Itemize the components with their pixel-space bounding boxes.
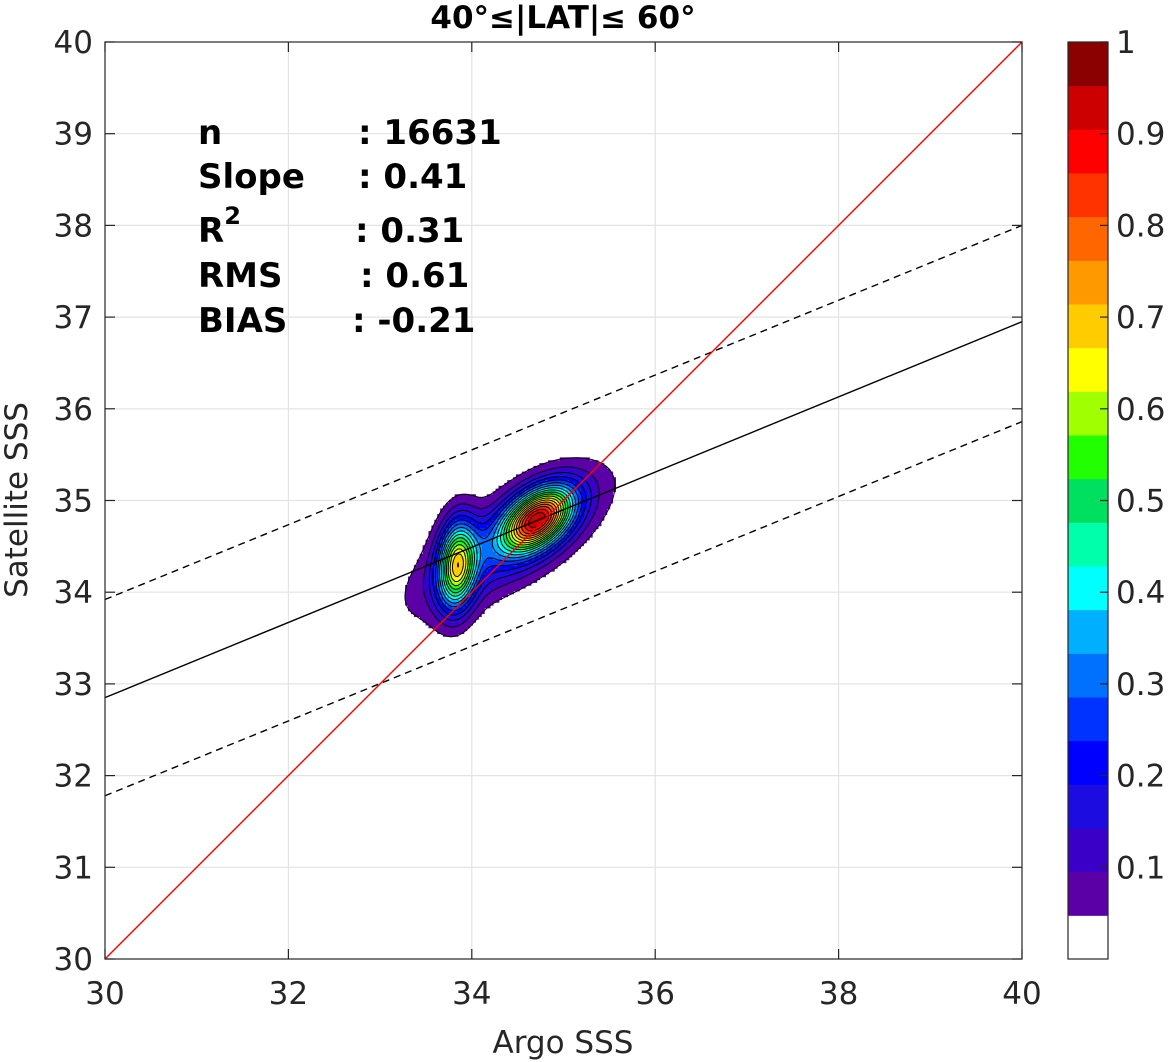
- stat-value: : -0.21: [352, 301, 475, 341]
- y-tick-label: 30: [54, 942, 93, 978]
- contour-line: [445, 493, 567, 590]
- colorbar-tick-label: 0.1: [1116, 850, 1165, 886]
- stat-value: : 0.41: [358, 157, 467, 197]
- y-tick-label: 35: [54, 484, 93, 520]
- colorbar-segment: [1068, 566, 1108, 611]
- chart-title: 40°≤|LAT|≤ 60°: [430, 0, 695, 36]
- colorbar-segment: [1068, 653, 1108, 698]
- colorbar-segment: [1068, 85, 1108, 130]
- upper-bound-line: [105, 224, 1022, 601]
- colorbar-segment: [1068, 129, 1108, 174]
- stat-name: RMS: [198, 256, 283, 296]
- y-axis-label: Satellite SSS: [0, 402, 35, 598]
- colorbar-tick-label: 0.9: [1116, 117, 1165, 153]
- contour-line: [439, 484, 577, 604]
- colorbar-segment: [1068, 42, 1108, 87]
- contour-line: [451, 499, 560, 578]
- one-to-one-line: [105, 42, 1022, 959]
- colorbar-segment: [1068, 347, 1108, 392]
- stat-superscript: 2: [224, 202, 241, 230]
- colorbar-segment: [1068, 697, 1108, 742]
- contour-line: [404, 457, 616, 638]
- x-tick-label: 32: [269, 976, 308, 1012]
- x-axis-label: Argo SSS: [493, 1025, 634, 1061]
- y-tick-label: 32: [54, 759, 93, 795]
- contour-line: [442, 489, 571, 597]
- colorbar-tick-label: 0.4: [1116, 575, 1165, 611]
- contour-line: [428, 472, 592, 621]
- colorbar-segment: [1068, 216, 1108, 261]
- y-tick-label: 37: [54, 300, 93, 336]
- stat-name: n: [198, 113, 222, 153]
- stat-name: Slope: [198, 157, 305, 197]
- x-tick-label: 38: [819, 976, 858, 1012]
- density-contours: [404, 457, 616, 638]
- x-tick-label: 34: [452, 976, 491, 1012]
- y-tick-label: 39: [54, 117, 93, 153]
- colorbar-segment: [1068, 828, 1108, 873]
- colorbar-segment: [1068, 173, 1108, 218]
- x-tick-label: 30: [85, 976, 124, 1012]
- colorbar: 0.1 0.2 0.3 0.4 0.5 0.6 0.7 0.8 0.9 1: [1067, 25, 1165, 960]
- x-tick-label: 40: [1002, 976, 1041, 1012]
- y-tick-label: 36: [54, 392, 93, 428]
- y-tick-label: 31: [54, 850, 93, 886]
- contour-line: [422, 466, 600, 628]
- y-tick-label: 33: [54, 667, 93, 703]
- colorbar-tick-label: 0.6: [1116, 392, 1165, 428]
- contour-line: [447, 495, 564, 587]
- colorbar-tick-label: 1: [1116, 25, 1136, 61]
- contour-line: [435, 479, 583, 612]
- stat-value: : 0.31: [355, 211, 464, 251]
- colorbar-segment: [1068, 391, 1108, 436]
- colorbar-tick-label: 0.3: [1116, 667, 1165, 703]
- reference-lines: [105, 42, 1022, 959]
- colorbar-segment: [1068, 260, 1108, 305]
- colorbar-segment: [1068, 740, 1108, 785]
- stat-value: : 16631: [358, 113, 502, 153]
- colorbar-tick-label: 0.2: [1116, 759, 1165, 795]
- stat-name: BIAS: [198, 301, 287, 341]
- colorbar-segment: [1068, 522, 1108, 567]
- colorbar-tick-label: 0.8: [1116, 208, 1165, 244]
- colorbar-segment: [1068, 871, 1108, 916]
- colorbar-segment: [1068, 304, 1108, 349]
- stat-value: : 0.61: [360, 256, 469, 296]
- x-tick-label: 36: [635, 976, 674, 1012]
- y-tick-label: 40: [54, 25, 93, 61]
- axis-ticks: 30 32 34 36 38 40 30 31 32 33 34 35 36 37 38 39 40: [54, 25, 1042, 1012]
- lower-bound-line: [105, 420, 1022, 797]
- y-tick-label: 38: [54, 208, 93, 244]
- colorbar-segment: [1068, 915, 1108, 960]
- colorbar-segment: [1068, 435, 1108, 480]
- colorbar-segment: [1068, 609, 1108, 654]
- contour-line: [449, 497, 562, 583]
- colorbar-tick-label: 0.5: [1116, 484, 1165, 520]
- colorbar-segment: [1068, 784, 1108, 829]
- y-tick-label: 34: [54, 575, 93, 611]
- contour-line: [521, 506, 553, 535]
- contour-line: [440, 487, 574, 601]
- colorbar-tick-label: 0.7: [1116, 300, 1165, 336]
- regression-line: [105, 321, 1022, 699]
